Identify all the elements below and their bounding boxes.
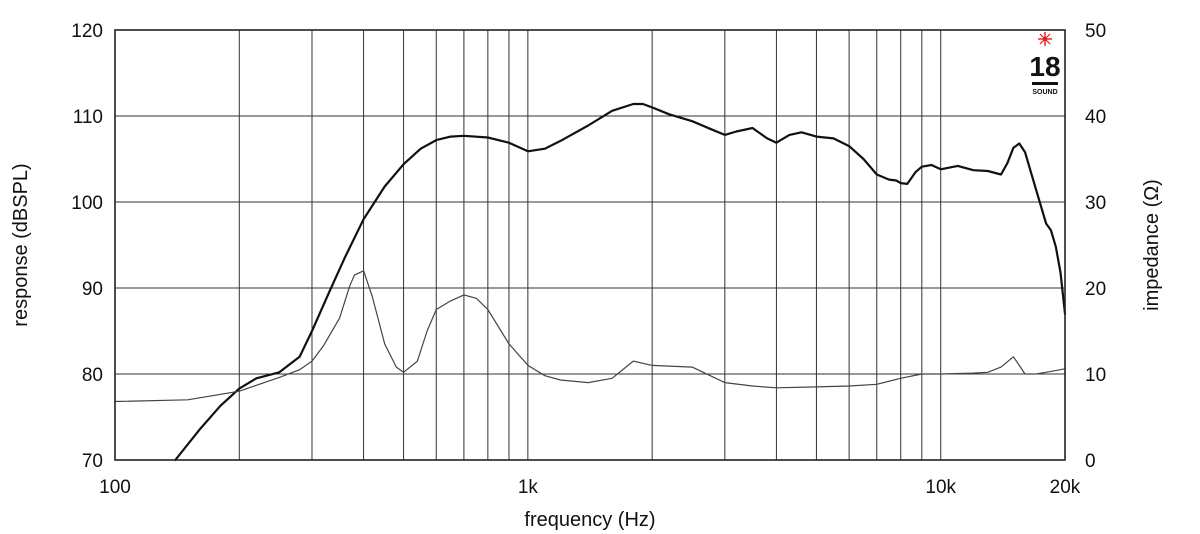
y-tick-label: 120 bbox=[71, 21, 103, 42]
response-curve bbox=[174, 102, 1067, 462]
y-tick-label: 100 bbox=[71, 193, 103, 214]
y2-tick-label: 30 bbox=[1085, 193, 1106, 214]
logo-subtext: SOUND bbox=[1032, 89, 1057, 96]
plot-frame bbox=[114, 29, 1066, 461]
y-tick-label: 110 bbox=[73, 107, 103, 128]
x-tick-label: 10k bbox=[925, 477, 956, 498]
star-icon bbox=[1038, 32, 1052, 46]
y2-axis-label: impedance (Ω) bbox=[1141, 179, 1163, 311]
x-tick-label: 1k bbox=[518, 477, 539, 498]
y2-tick-label: 50 bbox=[1085, 21, 1106, 42]
logo-bar bbox=[1032, 82, 1058, 85]
tick-labels: 100 1k 10k 20k 70 80 90 100 110 120 0 10 20 30 40 50 bbox=[71, 21, 1106, 498]
data-series bbox=[114, 102, 1067, 462]
brand-logo: 18 SOUND bbox=[1029, 32, 1061, 96]
x-tick-label: 100 bbox=[99, 477, 131, 498]
y-axis-label: response (dBSPL) bbox=[10, 163, 32, 326]
y2-tick-label: 10 bbox=[1085, 365, 1106, 386]
y2-tick-label: 0 bbox=[1085, 451, 1096, 472]
logo-number: 18 bbox=[1029, 51, 1060, 82]
y2-tick-label: 40 bbox=[1085, 107, 1106, 128]
y2-tick-label: 20 bbox=[1085, 279, 1106, 300]
impedance-curve bbox=[114, 270, 1066, 403]
x-axis-label: frequency (Hz) bbox=[524, 509, 655, 531]
y-tick-label: 80 bbox=[82, 365, 103, 386]
x-tick-label: 20k bbox=[1050, 477, 1081, 498]
y-tick-label: 90 bbox=[82, 279, 103, 300]
y-tick-label: 70 bbox=[82, 451, 103, 472]
